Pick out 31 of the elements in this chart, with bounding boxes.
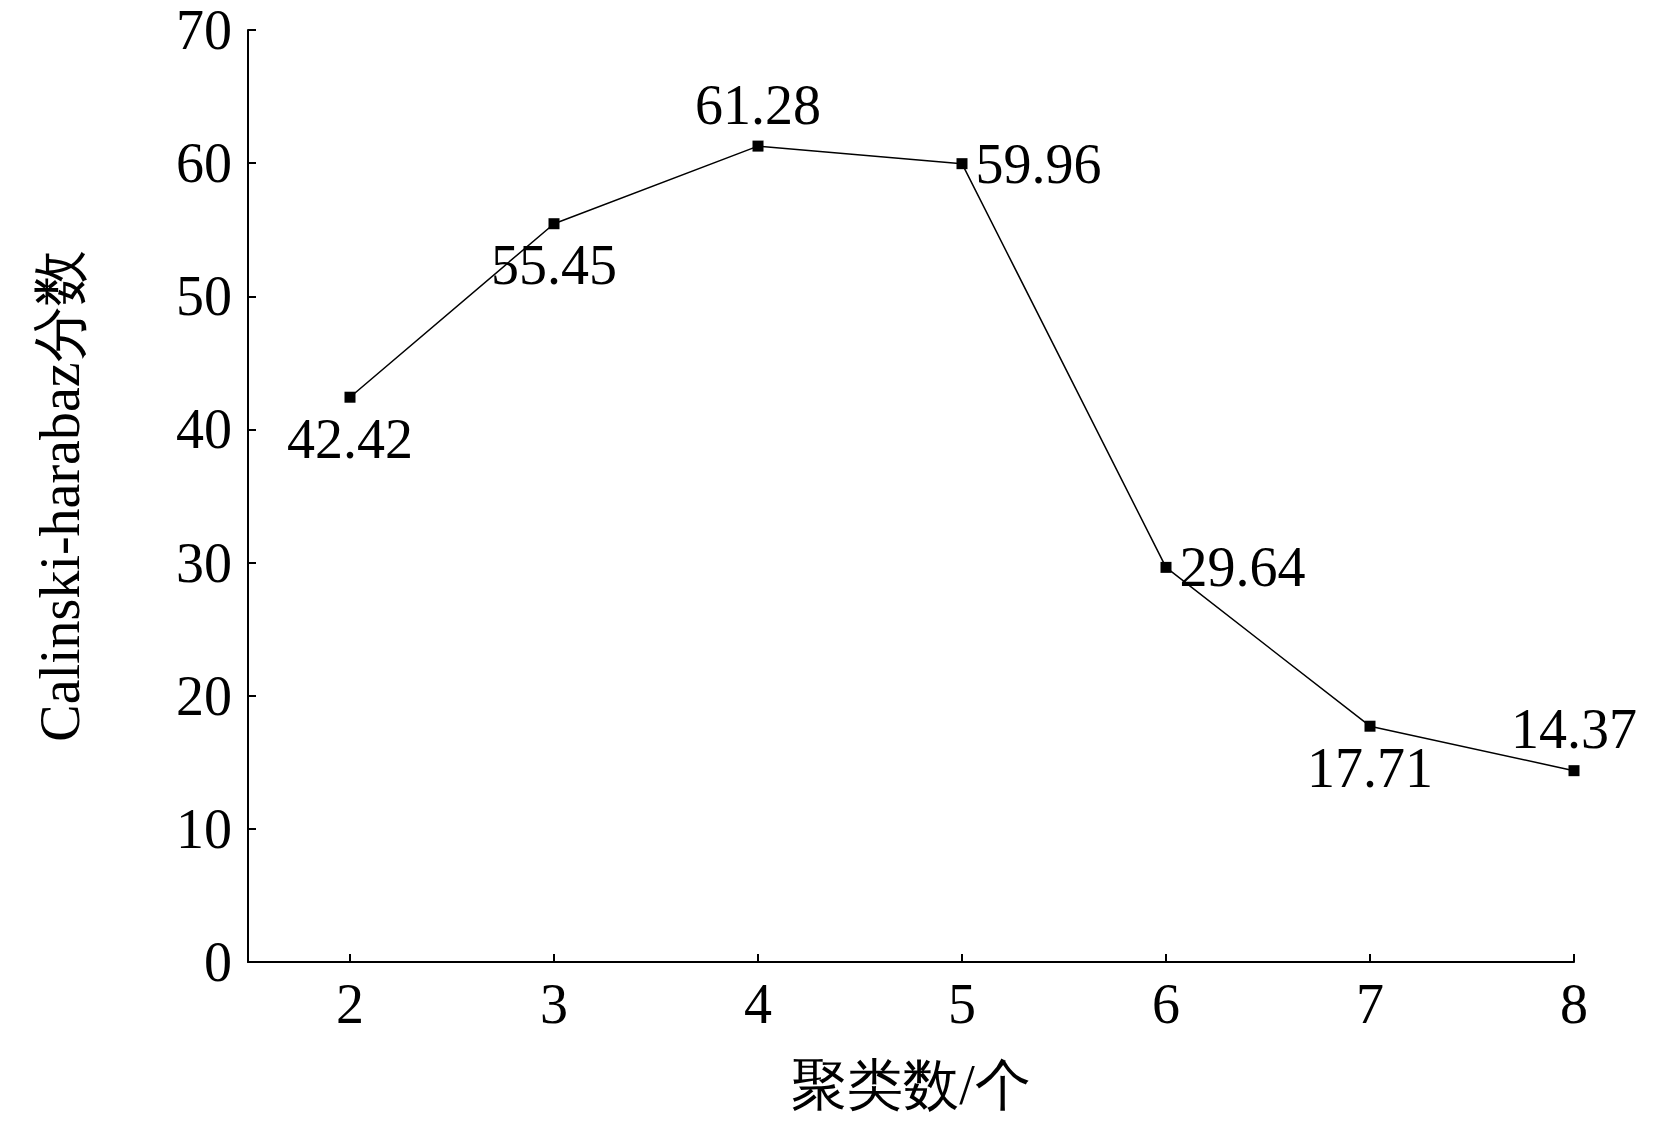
data-label: 42.42 — [287, 407, 413, 470]
x-tick-label: 8 — [1560, 973, 1588, 1035]
point — [344, 391, 356, 403]
y-tick-label: 40 — [176, 398, 232, 461]
data-label: 59.96 — [975, 132, 1102, 195]
x-tick-label: 5 — [948, 973, 976, 1035]
x-axis-title: 聚类数/个 — [791, 1054, 1031, 1116]
y-tick-label: 70 — [176, 0, 232, 61]
y-tick-label: 50 — [176, 265, 232, 328]
y-axis-title: Calinski-harabaz分数 — [29, 250, 91, 742]
point — [1364, 720, 1376, 732]
data-label: 14.37 — [1511, 698, 1637, 761]
y-tick-label: 60 — [176, 132, 232, 195]
point — [752, 140, 764, 152]
x-tick-label: 4 — [744, 973, 772, 1035]
y-tick-label: 20 — [176, 664, 232, 727]
x-tick-label: 6 — [1152, 973, 1180, 1035]
y-tick-label: 30 — [176, 531, 232, 594]
y-tick-label: 10 — [176, 797, 232, 860]
x-tick-label: 2 — [336, 973, 364, 1035]
x-tick-label: 3 — [540, 973, 568, 1035]
data-label: 61.28 — [695, 73, 821, 136]
data-label: 17.71 — [1307, 736, 1433, 799]
point — [956, 158, 968, 170]
data-label: 55.45 — [491, 234, 617, 297]
x-tick-label: 7 — [1356, 973, 1384, 1035]
point — [1568, 765, 1580, 777]
y-tick-label: 0 — [204, 931, 232, 993]
data-label: 29.64 — [1179, 536, 1306, 599]
point — [548, 218, 560, 230]
point — [1160, 561, 1172, 573]
